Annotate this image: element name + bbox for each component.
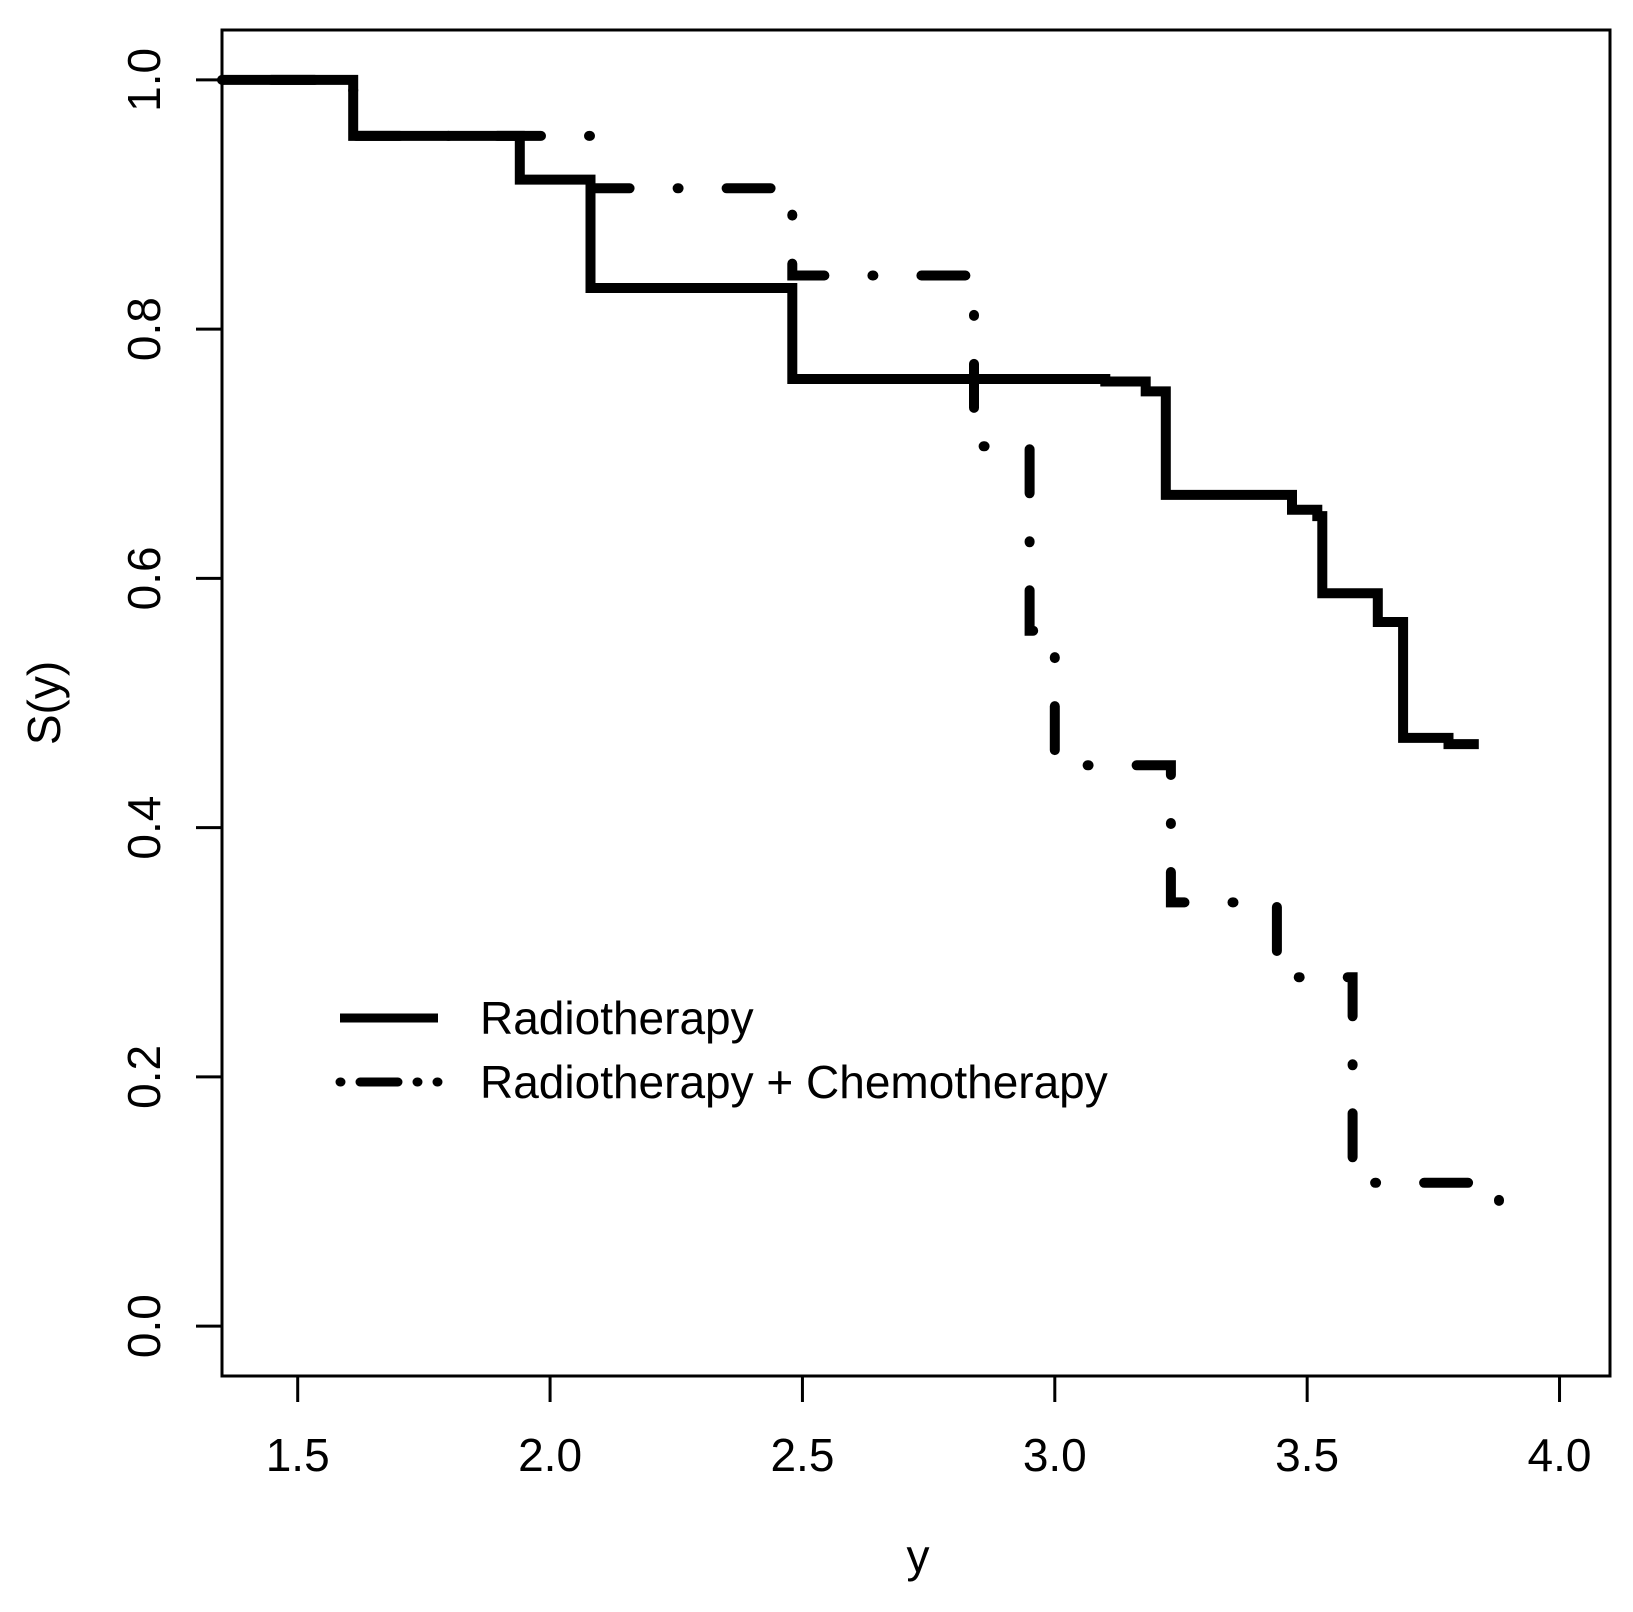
y-tick-label: 0.4 (118, 796, 170, 860)
x-tick-label: 2.0 (518, 1429, 582, 1481)
x-axis: 1.5 2.0 2.5 3.0 3.5 4.0 (266, 1374, 1592, 1481)
y-axis: 0.0 0.2 0.4 0.6 0.8 1.0 (118, 48, 224, 1358)
x-tick-label: 4.0 (1528, 1429, 1592, 1481)
x-tick-label: 2.5 (770, 1429, 834, 1481)
legend-label-radiotherapy-chemotherapy: Radiotherapy + Chemotherapy (480, 1056, 1108, 1108)
x-tick-label: 1.5 (266, 1429, 330, 1481)
series-line-radiotherapy (222, 74, 1479, 750)
y-axis-label: S(y) (18, 661, 70, 745)
y-tick-label: 1.0 (118, 48, 170, 112)
x-tick-label: 3.5 (1275, 1429, 1339, 1481)
x-axis-label: y (907, 1530, 930, 1582)
series-layer (217, 74, 1504, 1219)
y-tick-label: 0.0 (118, 1294, 170, 1358)
x-tick-label: 3.0 (1023, 1429, 1087, 1481)
y-tick-label: 0.8 (118, 297, 170, 361)
y-tick-label: 0.2 (118, 1045, 170, 1109)
legend: Radiotherapy Radiotherapy + Chemotherapy (335, 992, 1108, 1108)
series-line-radiotherapy-chemotherapy (217, 74, 1504, 1219)
y-tick-label: 0.6 (118, 546, 170, 610)
legend-label-radiotherapy: Radiotherapy (480, 992, 754, 1044)
